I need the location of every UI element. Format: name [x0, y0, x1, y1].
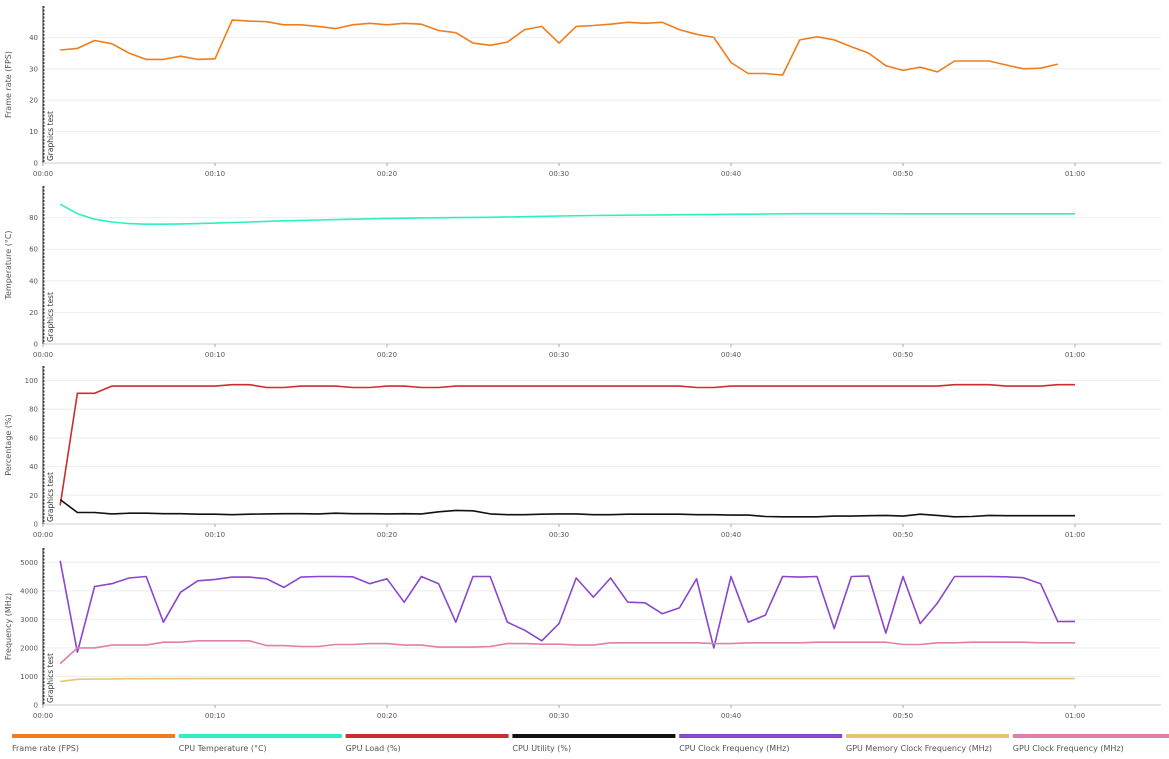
legend-label: CPU Temperature (°C) — [179, 744, 267, 753]
test-marker-label: Graphics test — [46, 472, 55, 522]
series-line-3-1 — [59, 383, 1075, 506]
x-tick-label: 00:00 — [33, 170, 53, 178]
y-tick-label: 10 — [29, 128, 38, 136]
y-tick-label: 20 — [29, 492, 38, 500]
x-tick-label: 00:20 — [377, 351, 397, 359]
legend-label: GPU Memory Clock Frequency (MHz) — [846, 744, 992, 753]
x-tick-label: 00:20 — [377, 712, 397, 720]
x-tick-label: 00:40 — [721, 531, 741, 539]
legend-swatch — [512, 734, 676, 738]
y-axis-title: Temperature (°C) — [4, 230, 13, 300]
x-tick-label: 00:30 — [549, 712, 569, 720]
legend-swatch — [679, 734, 843, 738]
y-axis-title: Percentage (%) — [4, 414, 13, 475]
x-tick-label: 00:30 — [549, 170, 569, 178]
x-tick-label: 00:00 — [33, 712, 53, 720]
y-tick-label: 2000 — [20, 644, 38, 652]
legend-label: GPU Clock Frequency (MHz) — [1013, 744, 1124, 753]
chart-panel-1: 0 10 20 30 40 00:00 00:10 00:20 00:30 00:40 00:50 0… — [4, 6, 1161, 178]
series-line-4-3 — [59, 639, 1075, 665]
test-marker-label: Graphics test — [46, 111, 55, 161]
legend-swatch — [12, 734, 175, 738]
y-tick-label: 5000 — [20, 559, 38, 567]
y-axis-title: Frequency (MHz) — [4, 593, 13, 660]
chart-panel-2: 0 20 40 60 80 00:00 00:10 00:20 00:30 00:40 00:50 0… — [4, 186, 1161, 359]
legend: Frame rate (FPS) CPU Temperature (°C) GPU … — [12, 734, 1169, 753]
x-tick-label: 00:40 — [721, 351, 741, 359]
y-tick-label: 4000 — [20, 587, 38, 595]
x-tick-label: 00:20 — [377, 170, 397, 178]
x-tick-label: 00:50 — [893, 351, 913, 359]
y-tick-label: 60 — [29, 246, 38, 254]
y-tick-label: 1000 — [20, 673, 38, 681]
x-tick-label: 00:30 — [549, 351, 569, 359]
legend-swatch — [178, 734, 342, 738]
legend-label: CPU Utility (%) — [512, 744, 571, 753]
series-line-3-2 — [59, 498, 1075, 518]
y-tick-label: 100 — [25, 377, 38, 385]
y-tick-label: 80 — [29, 214, 38, 222]
x-tick-label: 01:00 — [1065, 170, 1085, 178]
series-line-1-1 — [60, 19, 1058, 76]
y-tick-label: 3000 — [20, 616, 38, 624]
y-tick-label: 20 — [29, 97, 38, 105]
legend-swatch — [345, 734, 509, 738]
x-tick-label: 01:00 — [1065, 351, 1085, 359]
x-tick-label: 00:00 — [33, 531, 53, 539]
x-tick-label: 00:50 — [893, 712, 913, 720]
test-marker-label: Graphics test — [46, 653, 55, 703]
y-tick-label: 80 — [29, 406, 38, 414]
x-tick-label: 00:40 — [721, 170, 741, 178]
y-tick-label: 0 — [34, 521, 38, 529]
y-tick-label: 20 — [29, 309, 38, 317]
legend-swatch — [846, 734, 1009, 738]
series-line-4-1 — [59, 560, 1076, 654]
x-tick-label: 00:10 — [205, 170, 225, 178]
y-tick-label: 0 — [34, 702, 38, 710]
x-tick-label: 00:10 — [205, 712, 225, 720]
y-axis-title: Frame rate (FPS) — [4, 51, 13, 118]
x-tick-label: 01:00 — [1065, 712, 1085, 720]
y-tick-label: 30 — [29, 65, 38, 73]
y-tick-label: 40 — [29, 277, 38, 285]
chart-panel-3: 0 20 40 60 80 100 00:00 00:10 00:20 00:30 00:40 00:… — [4, 366, 1161, 539]
y-tick-label: 40 — [29, 463, 38, 471]
x-tick-label: 00:30 — [549, 531, 569, 539]
legend-label: Frame rate (FPS) — [12, 744, 79, 753]
x-tick-label: 00:00 — [33, 351, 53, 359]
x-tick-label: 01:00 — [1065, 531, 1085, 539]
x-tick-label: 00:10 — [205, 531, 225, 539]
x-tick-label: 00:50 — [893, 531, 913, 539]
series-line-4-2 — [60, 677, 1075, 683]
chart-panel-4: 0 1000 2000 3000 4000 5000 00:00 00:10 00:20 00:3… — [4, 548, 1161, 720]
x-tick-label: 00:20 — [377, 531, 397, 539]
x-tick-label: 00:50 — [893, 170, 913, 178]
y-tick-label: 60 — [29, 434, 38, 442]
legend-label: CPU Clock Frequency (MHz) — [679, 744, 789, 753]
legend-swatch — [1012, 734, 1169, 738]
test-marker-label: Graphics test — [46, 292, 55, 342]
y-tick-label: 40 — [29, 34, 38, 42]
y-tick-label: 0 — [34, 160, 38, 168]
x-tick-label: 00:10 — [205, 351, 225, 359]
y-tick-label: 0 — [34, 341, 38, 349]
series-line-2-1 — [59, 203, 1075, 225]
legend-label: GPU Load (%) — [346, 744, 401, 753]
x-tick-label: 00:40 — [721, 712, 741, 720]
